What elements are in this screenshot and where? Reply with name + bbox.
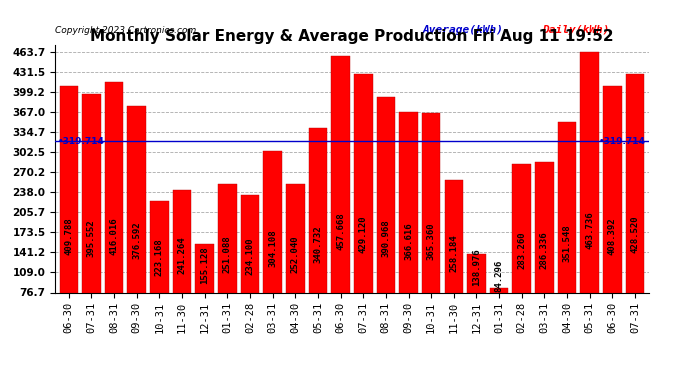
Text: 286.336: 286.336 [540, 231, 549, 269]
Text: 283.260: 283.260 [518, 232, 526, 269]
Bar [377, 97, 395, 292]
Text: 365.360: 365.360 [426, 223, 435, 260]
Text: 376.592: 376.592 [132, 221, 141, 259]
Bar [82, 94, 101, 292]
Bar [400, 112, 418, 292]
Text: 366.616: 366.616 [404, 222, 413, 260]
Text: 428.520: 428.520 [631, 216, 640, 253]
Text: 252.040: 252.040 [290, 235, 299, 273]
Bar [128, 106, 146, 292]
Text: 463.736: 463.736 [585, 211, 594, 249]
Text: 351.548: 351.548 [562, 224, 571, 262]
Bar [626, 74, 644, 292]
Text: •319.714: •319.714 [58, 137, 105, 146]
Bar [264, 151, 282, 292]
Bar [490, 288, 509, 292]
Bar [422, 113, 440, 292]
Bar [286, 183, 304, 292]
Bar [172, 190, 191, 292]
Text: 223.168: 223.168 [155, 238, 164, 276]
Text: 251.088: 251.088 [223, 236, 232, 273]
Text: 155.128: 155.128 [200, 246, 209, 284]
Text: 234.100: 234.100 [246, 237, 255, 275]
Text: Daily(kWh): Daily(kWh) [542, 25, 609, 35]
Text: 390.968: 390.968 [382, 220, 391, 257]
Text: •319.714: •319.714 [599, 137, 646, 146]
Bar [105, 82, 124, 292]
Text: 340.732: 340.732 [313, 225, 322, 263]
Text: 395.552: 395.552 [87, 219, 96, 257]
Title: Monthly Solar Energy & Average Production Fri Aug 11 19:52: Monthly Solar Energy & Average Productio… [90, 29, 613, 44]
Text: Average(kWh): Average(kWh) [423, 25, 504, 35]
Text: Copyright 2023 Cartronics.com: Copyright 2023 Cartronics.com [55, 26, 197, 35]
Text: 258.184: 258.184 [449, 235, 458, 272]
Text: 138.976: 138.976 [472, 248, 481, 285]
Bar [331, 56, 350, 292]
Bar [218, 184, 237, 292]
Bar [603, 86, 622, 292]
Text: 429.120: 429.120 [359, 216, 368, 253]
Text: 241.264: 241.264 [177, 237, 186, 274]
Bar [195, 244, 214, 292]
Bar [241, 195, 259, 292]
Text: 84.296: 84.296 [495, 260, 504, 292]
Bar [444, 180, 463, 292]
Text: 416.016: 416.016 [110, 217, 119, 255]
Bar [513, 164, 531, 292]
Text: 409.788: 409.788 [64, 217, 73, 255]
Bar [535, 162, 553, 292]
Bar [308, 128, 327, 292]
Text: 457.668: 457.668 [336, 212, 345, 250]
Bar [580, 52, 599, 292]
Bar [59, 86, 78, 292]
Bar [150, 201, 168, 292]
Bar [467, 254, 486, 292]
Bar [558, 122, 576, 292]
Bar [354, 74, 373, 292]
Text: 408.392: 408.392 [608, 218, 617, 255]
Text: 304.108: 304.108 [268, 230, 277, 267]
